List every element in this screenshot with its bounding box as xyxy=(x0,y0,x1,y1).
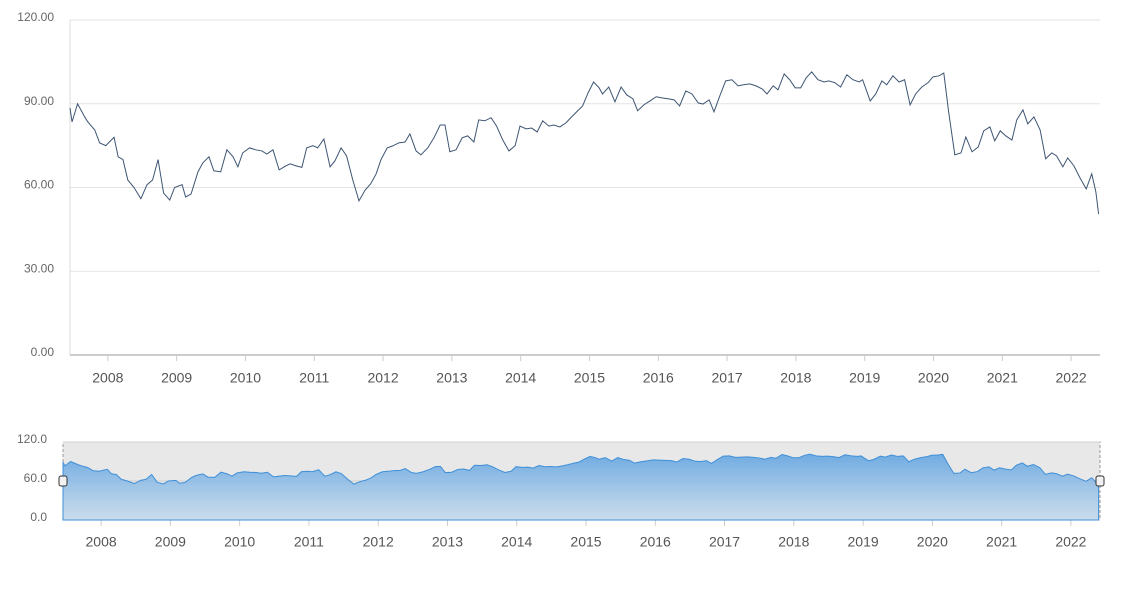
y-tick-label: 0.00 xyxy=(31,345,55,359)
x-tick-label: 2008 xyxy=(92,370,123,386)
y-tick-label: 60.0 xyxy=(24,471,48,485)
y-tick-label: 0.0 xyxy=(30,510,47,524)
x-tick-label: 2021 xyxy=(986,534,1017,550)
x-tick-label: 2022 xyxy=(1056,370,1087,386)
x-tick-label: 2011 xyxy=(294,534,324,550)
x-tick-label: 2020 xyxy=(918,370,949,386)
x-tick-label: 2015 xyxy=(570,534,601,550)
y-tick-label: 120.00 xyxy=(17,10,54,24)
x-tick-label: 2021 xyxy=(987,370,1018,386)
x-tick-label: 2014 xyxy=(501,534,532,550)
x-tick-label: 2013 xyxy=(432,534,463,550)
x-tick-label: 2015 xyxy=(574,370,605,386)
x-tick-label: 2008 xyxy=(86,534,117,550)
x-tick-label: 2018 xyxy=(780,370,811,386)
x-tick-label: 2020 xyxy=(917,534,948,550)
x-tick-label: 2014 xyxy=(505,370,536,386)
x-tick-label: 2009 xyxy=(155,534,186,550)
x-tick-label: 2019 xyxy=(849,370,880,386)
y-tick-label: 120.0 xyxy=(17,432,47,446)
data-line xyxy=(69,71,1100,215)
navigator-handle[interactable] xyxy=(58,475,68,487)
x-tick-label: 2019 xyxy=(848,534,879,550)
x-tick-label: 2016 xyxy=(643,370,674,386)
y-tick-label: 30.00 xyxy=(24,261,54,275)
x-tick-label: 2017 xyxy=(712,370,743,386)
x-tick-label: 2012 xyxy=(363,534,394,550)
x-tick-label: 2017 xyxy=(709,534,740,550)
navigator-area xyxy=(62,453,1100,521)
x-tick-label: 2010 xyxy=(224,534,255,550)
x-tick-label: 2011 xyxy=(299,370,329,386)
y-tick-label: 60.00 xyxy=(24,178,54,192)
x-tick-label: 2009 xyxy=(161,370,192,386)
x-tick-label: 2013 xyxy=(436,370,467,386)
x-tick-label: 2018 xyxy=(778,534,809,550)
x-tick-label: 2012 xyxy=(367,370,398,386)
x-tick-label: 2022 xyxy=(1055,534,1086,550)
y-tick-label: 90.00 xyxy=(24,94,54,108)
x-tick-label: 2016 xyxy=(640,534,671,550)
x-tick-label: 2010 xyxy=(230,370,261,386)
navigator-handle[interactable] xyxy=(1095,475,1105,487)
